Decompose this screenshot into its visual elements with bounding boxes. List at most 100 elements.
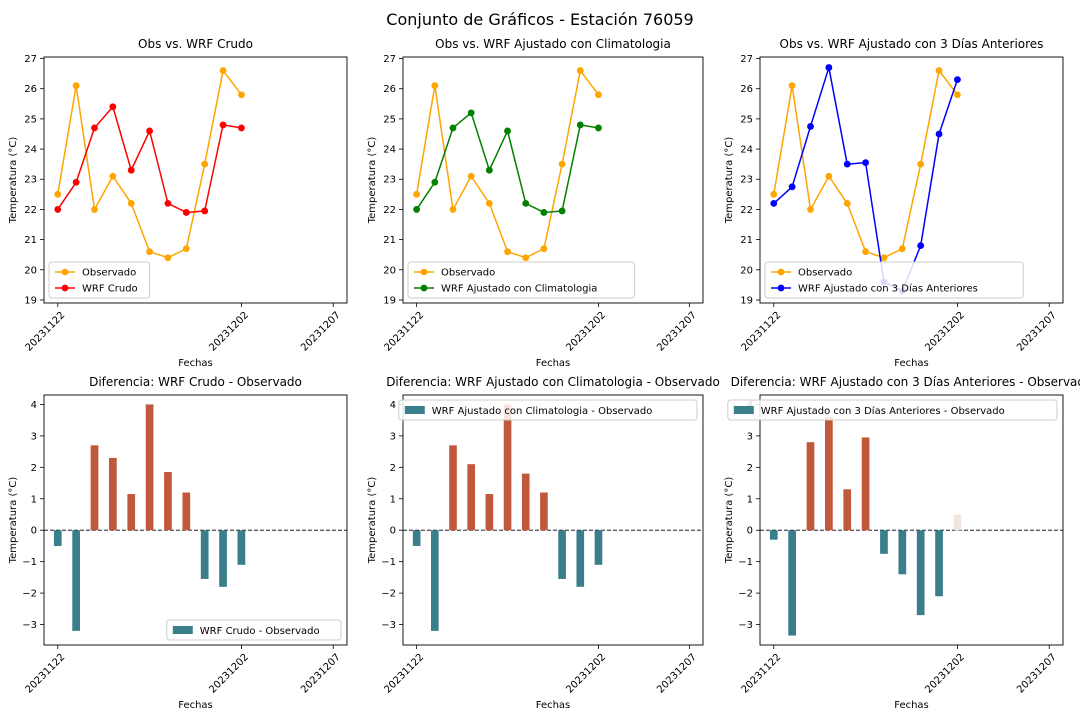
y-tick-label: 0: [31, 526, 37, 537]
data-point: [467, 109, 475, 117]
bar: [485, 494, 494, 531]
data-point: [862, 248, 869, 256]
y-tick-label: 22: [383, 205, 396, 216]
y-tick-label: 2: [31, 463, 37, 474]
data-point: [201, 160, 209, 168]
y-tick-label: 27: [383, 54, 396, 65]
bar: [164, 472, 172, 531]
subplot-4: Diferencia: WRF Crudo - Observado −3 −2 −1 0…: [8, 375, 348, 711]
bar: [237, 530, 246, 565]
bar: [467, 464, 475, 531]
subplot-title: Diferencia: WRF Ajustado con 3 Días Ante…: [731, 375, 1080, 389]
bar: [935, 530, 943, 597]
data-point: [219, 121, 227, 129]
data-point: [825, 172, 833, 180]
data-point: [576, 121, 584, 129]
x-tick-label: 20231207: [1015, 310, 1059, 354]
legend-label: WRF Ajustado con Climatologia - Observad…: [432, 406, 653, 417]
data-point: [238, 124, 245, 132]
y-tick-label: 25: [24, 114, 37, 125]
data-point: [825, 64, 833, 71]
x-tick-label: 20231207: [655, 310, 699, 354]
legend: WRF Crudo - Observado: [166, 619, 342, 641]
data-point: [504, 248, 511, 256]
y-axis-label: Temperatura (°C): [724, 477, 735, 565]
legend: Observado WRF Ajustado con 3 Días Anterio…: [764, 261, 1024, 299]
data-point: [954, 76, 961, 84]
data-point: [595, 91, 602, 99]
data-point: [540, 209, 548, 216]
y-axis-label: Temperatura (°C): [8, 137, 19, 225]
bar: [449, 445, 457, 531]
y-tick-label: −2: [381, 589, 396, 600]
bar: [219, 530, 227, 587]
bar: [898, 530, 907, 575]
legend-label: WRF Ajustado con 3 Días Anteriores - Obs…: [761, 405, 1005, 417]
legend: WRF Ajustado con 3 Días Anteriores - Obs…: [727, 399, 1058, 421]
y-tick-label: 21: [383, 235, 396, 246]
data-point: [164, 254, 172, 262]
data-point: [788, 183, 796, 191]
y-tick-label: 1: [390, 494, 396, 505]
data-point: [109, 103, 117, 111]
y-tick-label: −1: [381, 557, 396, 568]
bar: [769, 530, 778, 540]
data-point: [770, 199, 778, 207]
legend-swatch: [172, 626, 193, 634]
data-point: [954, 91, 961, 99]
bar: [53, 530, 62, 546]
bar: [540, 492, 548, 531]
data-point: [431, 82, 439, 90]
data-point: [449, 206, 457, 213]
bar: [825, 417, 833, 531]
y-tick-label: 3: [747, 431, 753, 442]
y-tick-label: 0: [747, 526, 753, 537]
legend-label: WRF Ajustado con Climatologia: [441, 284, 597, 295]
y-tick-label: 27: [740, 54, 753, 65]
data-point: [72, 178, 80, 186]
x-tick-label: 20231202: [564, 652, 608, 696]
legend: Observado WRF Ajustado con Climatologia: [407, 261, 636, 299]
data-point: [91, 124, 98, 132]
x-tick-label: 20231207: [299, 652, 343, 696]
bar: [843, 489, 852, 531]
subplot-6: Diferencia: WRF Ajustado con 3 Días Ante…: [724, 375, 1080, 711]
data-point: [558, 160, 566, 168]
data-point: [449, 124, 457, 132]
figure-title: Conjunto de Gráficos - Estación 76059: [386, 10, 694, 29]
subplot-title: Obs vs. WRF Crudo: [138, 37, 253, 51]
data-point: [54, 206, 62, 213]
x-tick-label: 20231122: [740, 652, 784, 696]
y-tick-label: 23: [383, 175, 396, 186]
y-tick-label: −2: [22, 589, 37, 600]
data-point: [807, 123, 814, 130]
legend-marker: [420, 284, 428, 292]
legend-marker: [777, 284, 785, 292]
x-tick-label: 20231122: [383, 310, 427, 354]
y-tick-label: 23: [740, 175, 753, 186]
axes-frame: [402, 394, 704, 646]
bar: [431, 530, 439, 631]
y-axis-label: Temperatura (°C): [724, 137, 735, 225]
legend-marker: [420, 268, 428, 276]
bar: [90, 445, 99, 531]
x-tick-label: 20231122: [24, 310, 68, 354]
data-point: [219, 67, 227, 74]
data-point: [182, 209, 190, 216]
data-point: [413, 206, 421, 213]
y-tick-label: −3: [22, 620, 37, 631]
data-point: [935, 67, 943, 74]
y-tick-label: 20: [24, 265, 37, 276]
legend-marker: [61, 268, 69, 276]
legend-swatch: [404, 406, 425, 414]
x-axis-label: Fechas: [894, 700, 929, 711]
data-point: [91, 206, 98, 213]
data-point: [127, 199, 135, 207]
subplot-1: Obs vs. WRF Crudo 19 20 21 22 23 24 25 26 27 20231…: [8, 37, 348, 369]
data-point: [595, 124, 602, 132]
x-tick-label: 20231202: [564, 310, 608, 354]
series-line-2: [57, 105, 242, 214]
y-tick-label: 0: [390, 526, 396, 537]
data-point: [807, 206, 814, 213]
y-axis-label: Temperatura (°C): [367, 477, 378, 565]
